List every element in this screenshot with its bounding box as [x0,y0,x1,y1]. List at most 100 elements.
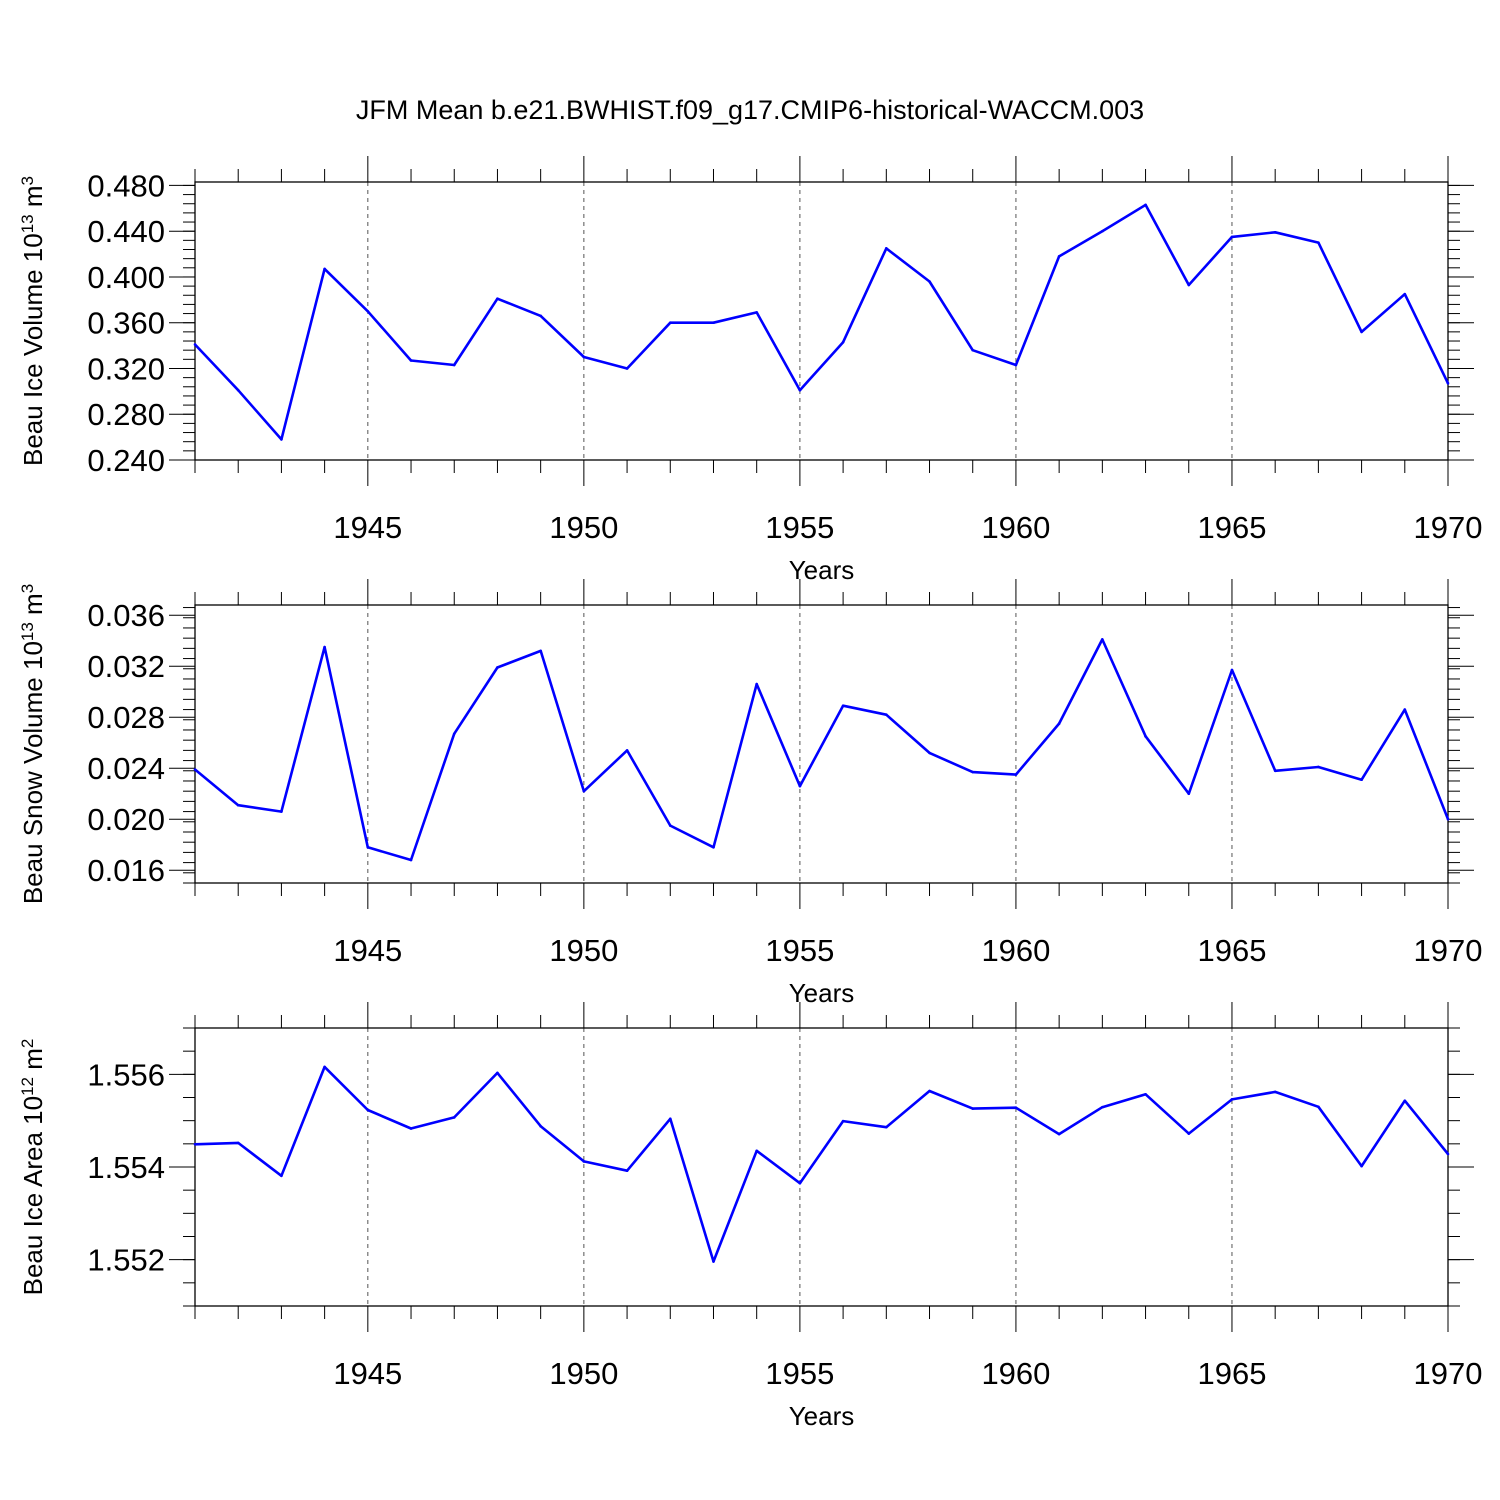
y-tick-label: 0.480 [87,168,165,203]
x-tick-label: 1945 [333,933,402,968]
data-point [928,751,931,755]
y-tick-label: 0.016 [87,853,165,888]
y-tick-label: 0.440 [87,214,165,249]
data-point [971,770,975,774]
data-point [539,649,542,653]
data-point [1187,792,1191,796]
data-point [496,666,499,669]
data-point [1403,1099,1407,1103]
data-point [1360,778,1363,782]
data-point [1446,1152,1450,1156]
data-point [1360,1164,1363,1168]
data-point [1187,1132,1191,1135]
y-axis-label: Beau Ice Volume 1013 m3 [18,176,49,466]
data-point [1101,229,1104,233]
data-point [280,1174,283,1178]
x-tick-label: 1970 [1414,510,1483,545]
data-point [1101,638,1104,641]
data-point [582,1160,586,1163]
y-tick-label: 0.320 [87,351,165,386]
y-tick-label: 0.024 [87,751,165,786]
data-point [1187,283,1191,287]
data-point [1014,363,1018,367]
data-point [366,845,370,849]
x-axis-label: Years [789,1401,855,1431]
data-point [1317,241,1320,244]
y-axis-label-superscript: 3 [18,584,37,593]
y-axis-label-part: Beau Ice Volume 10 [18,233,48,466]
data-point [712,321,715,325]
data-point [539,1124,542,1128]
data-point [193,768,197,771]
data-point [1446,817,1450,821]
data-point [409,359,413,362]
data-point [1101,1105,1104,1109]
data-line [194,638,1450,862]
y-tick-label: 1.552 [87,1243,165,1278]
data-point [323,267,326,271]
data-point [193,343,197,346]
data-point [668,824,672,827]
data-line [194,203,1450,441]
data-point [236,388,240,392]
data-point [452,732,456,736]
data-point [1403,292,1407,296]
x-axis-label: Years [789,555,855,585]
x-tick-label: 1950 [549,510,618,545]
data-point [885,1125,888,1129]
data-point [841,340,845,344]
x-tick-label: 1965 [1197,1356,1266,1391]
x-tick-label: 1955 [765,933,834,968]
data-point [1230,1098,1234,1101]
data-point [1057,1132,1061,1136]
data-point [1273,231,1277,234]
data-line [194,1065,1450,1263]
data-point [409,858,413,862]
data-point [496,1071,499,1075]
y-tick-label: 0.020 [87,802,165,837]
y-axis-label: Beau Snow Volume 1013 m3 [18,584,49,904]
y-tick-label: 0.032 [87,649,165,684]
x-tick-label: 1955 [765,1356,834,1391]
plot-frame [194,181,1449,461]
panel-3: 1.552 1.554 1.556 1945 1950 1955 1960 1965 1970 Y… [18,1002,1482,1431]
y-tick-label: 0.360 [87,306,165,341]
data-point [1057,255,1061,258]
plot-frame [194,1027,1449,1307]
y-axis-label-part: m [18,1048,48,1077]
data-point [1144,203,1147,207]
data-point [668,321,672,325]
data-point [798,388,802,392]
x-tick-label: 1955 [765,510,834,545]
data-point [928,280,931,283]
data-point [885,713,888,716]
data-point [755,682,758,686]
data-point [539,314,542,318]
data-point [712,1260,715,1263]
data-point [582,355,586,359]
y-tick-label: 0.240 [87,443,165,478]
y-tick-label: 0.036 [87,598,165,633]
data-point [1014,773,1018,776]
data-point [1403,708,1407,711]
x-tick-label: 1945 [333,510,402,545]
y-axis-label-superscript: 13 [18,214,37,233]
y-axis-label-part: m [18,593,48,622]
data-point [452,363,456,367]
data-point [1273,769,1277,773]
data-point [409,1127,413,1130]
data-point [452,1116,456,1119]
data-point [236,1141,240,1145]
y-axis-label-superscript: 2 [18,1039,37,1048]
data-point [1230,668,1234,672]
data-point [755,1149,758,1153]
data-point [1144,735,1147,738]
data-point [625,749,629,752]
y-axis-label-part: Beau Ice Area 10 [18,1096,48,1295]
x-tick-label: 1960 [981,1356,1050,1391]
plot-frame [194,604,1449,884]
data-point [496,297,499,300]
data-point [1317,1105,1320,1109]
data-point [193,1142,197,1146]
